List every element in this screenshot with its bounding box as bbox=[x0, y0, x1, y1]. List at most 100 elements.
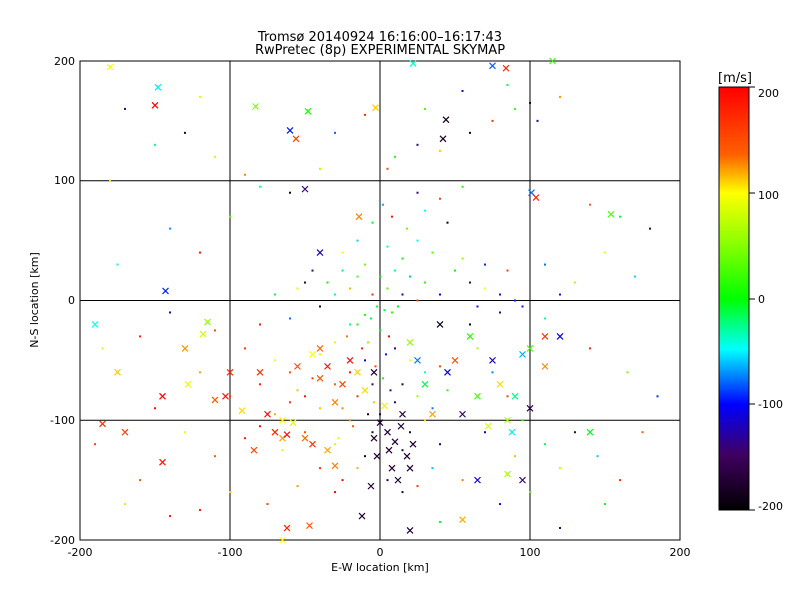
data-point-dot bbox=[154, 407, 156, 410]
data-points bbox=[91, 57, 659, 544]
data-point-dot bbox=[101, 347, 104, 350]
data-point-cross bbox=[384, 428, 391, 436]
data-point-cross bbox=[151, 101, 159, 109]
colorbar-ticks bbox=[749, 86, 755, 511]
data-point-cross bbox=[421, 380, 429, 388]
data-point-cross bbox=[252, 103, 259, 110]
data-point-cross bbox=[385, 446, 393, 454]
data-point-cross bbox=[91, 321, 99, 328]
data-point-cross bbox=[406, 526, 414, 534]
data-point-dot bbox=[406, 227, 408, 230]
data-point-cross bbox=[504, 416, 511, 424]
colorbar-tick-label: -200 bbox=[758, 500, 783, 513]
colorbar-tick-label: 100 bbox=[758, 189, 779, 202]
data-point-cross bbox=[181, 344, 189, 352]
data-point-cross bbox=[381, 402, 388, 410]
data-point-cross bbox=[496, 380, 504, 388]
data-point-dot bbox=[244, 437, 246, 440]
data-point-dot bbox=[244, 173, 246, 176]
data-point-dot bbox=[409, 359, 411, 362]
data-point-dot bbox=[626, 371, 629, 374]
data-point-dot bbox=[469, 131, 471, 134]
data-point-dot bbox=[259, 185, 261, 188]
data-point-dot bbox=[364, 113, 366, 116]
data-point-cross bbox=[286, 127, 294, 134]
data-point-cross bbox=[279, 434, 286, 442]
data-point-dot bbox=[154, 143, 156, 146]
data-point-dot bbox=[319, 305, 321, 308]
data-point-dot bbox=[109, 179, 111, 182]
data-point-dot bbox=[416, 239, 419, 242]
y-tick-labels: -200 -100 0 100 200 bbox=[50, 55, 75, 547]
data-point-dot bbox=[446, 389, 449, 392]
data-point-dot bbox=[388, 335, 390, 338]
data-point-dot bbox=[461, 89, 464, 92]
data-point-cross bbox=[444, 368, 451, 376]
x-axis-label: E-W location [km] bbox=[331, 561, 429, 574]
data-point-cross bbox=[339, 380, 346, 388]
data-point-dot bbox=[229, 395, 231, 398]
data-point-cross bbox=[306, 522, 313, 530]
x-tick-label: 0 bbox=[377, 546, 384, 559]
data-point-dot bbox=[589, 347, 591, 350]
data-point-dot bbox=[364, 455, 366, 458]
data-point-dot bbox=[367, 413, 369, 416]
data-point-dot bbox=[356, 275, 359, 278]
data-point-dot bbox=[649, 227, 651, 230]
data-point-dot bbox=[374, 365, 377, 368]
data-point-cross bbox=[406, 338, 414, 346]
data-point-dot bbox=[559, 293, 561, 296]
data-point-dot bbox=[379, 329, 381, 332]
data-point-dot bbox=[139, 335, 141, 338]
data-point-cross bbox=[309, 350, 316, 358]
data-point-cross bbox=[502, 64, 510, 72]
data-point-dot bbox=[469, 323, 471, 326]
data-point-dot bbox=[229, 491, 231, 494]
data-point-cross bbox=[388, 464, 396, 472]
data-point-dot bbox=[311, 269, 314, 272]
colorbar-tick-label: 200 bbox=[758, 87, 779, 100]
data-point-dot bbox=[184, 131, 186, 134]
data-point-dot bbox=[346, 335, 348, 338]
data-point-dot bbox=[401, 449, 404, 452]
data-point-dot bbox=[341, 479, 344, 482]
data-point-cross bbox=[519, 350, 526, 358]
data-point-dot bbox=[634, 275, 636, 278]
data-point-dot bbox=[356, 323, 359, 326]
data-point-dot bbox=[376, 305, 378, 308]
data-point-dot bbox=[439, 149, 441, 152]
data-point-cross bbox=[409, 59, 417, 67]
data-point-dot bbox=[461, 479, 464, 482]
data-point-dot bbox=[199, 371, 201, 374]
data-point-cross bbox=[370, 434, 378, 442]
data-point-cross bbox=[154, 83, 162, 91]
data-point-cross bbox=[331, 398, 339, 406]
data-point-cross bbox=[358, 512, 366, 520]
data-point-dot bbox=[604, 503, 606, 506]
data-point-dot bbox=[274, 293, 276, 296]
data-point-dot bbox=[214, 455, 216, 458]
chart-subtitle: RwPretec (8p) EXPERIMENTAL SKYMAP bbox=[255, 43, 505, 58]
data-point-dot bbox=[431, 251, 434, 254]
data-point-cross bbox=[292, 135, 300, 143]
data-point-cross bbox=[474, 476, 481, 484]
data-point-dot bbox=[641, 431, 644, 434]
data-point-dot bbox=[389, 389, 392, 392]
data-point-dot bbox=[596, 455, 599, 458]
y-tick-label: -100 bbox=[50, 414, 75, 427]
data-point-dot bbox=[379, 275, 381, 278]
data-point-dot bbox=[385, 353, 387, 356]
data-point-cross bbox=[394, 476, 402, 484]
data-point-cross bbox=[556, 333, 564, 340]
data-point-cross bbox=[309, 440, 316, 448]
data-point-dot bbox=[574, 431, 576, 434]
data-point-dot bbox=[334, 341, 336, 344]
data-point-cross bbox=[304, 107, 312, 115]
data-point-dot bbox=[169, 311, 171, 314]
data-point-cross bbox=[271, 428, 279, 436]
data-point-dot bbox=[394, 347, 396, 350]
data-point-dot bbox=[416, 191, 419, 194]
data-point-dot bbox=[274, 359, 276, 362]
data-point-cross bbox=[451, 356, 459, 364]
